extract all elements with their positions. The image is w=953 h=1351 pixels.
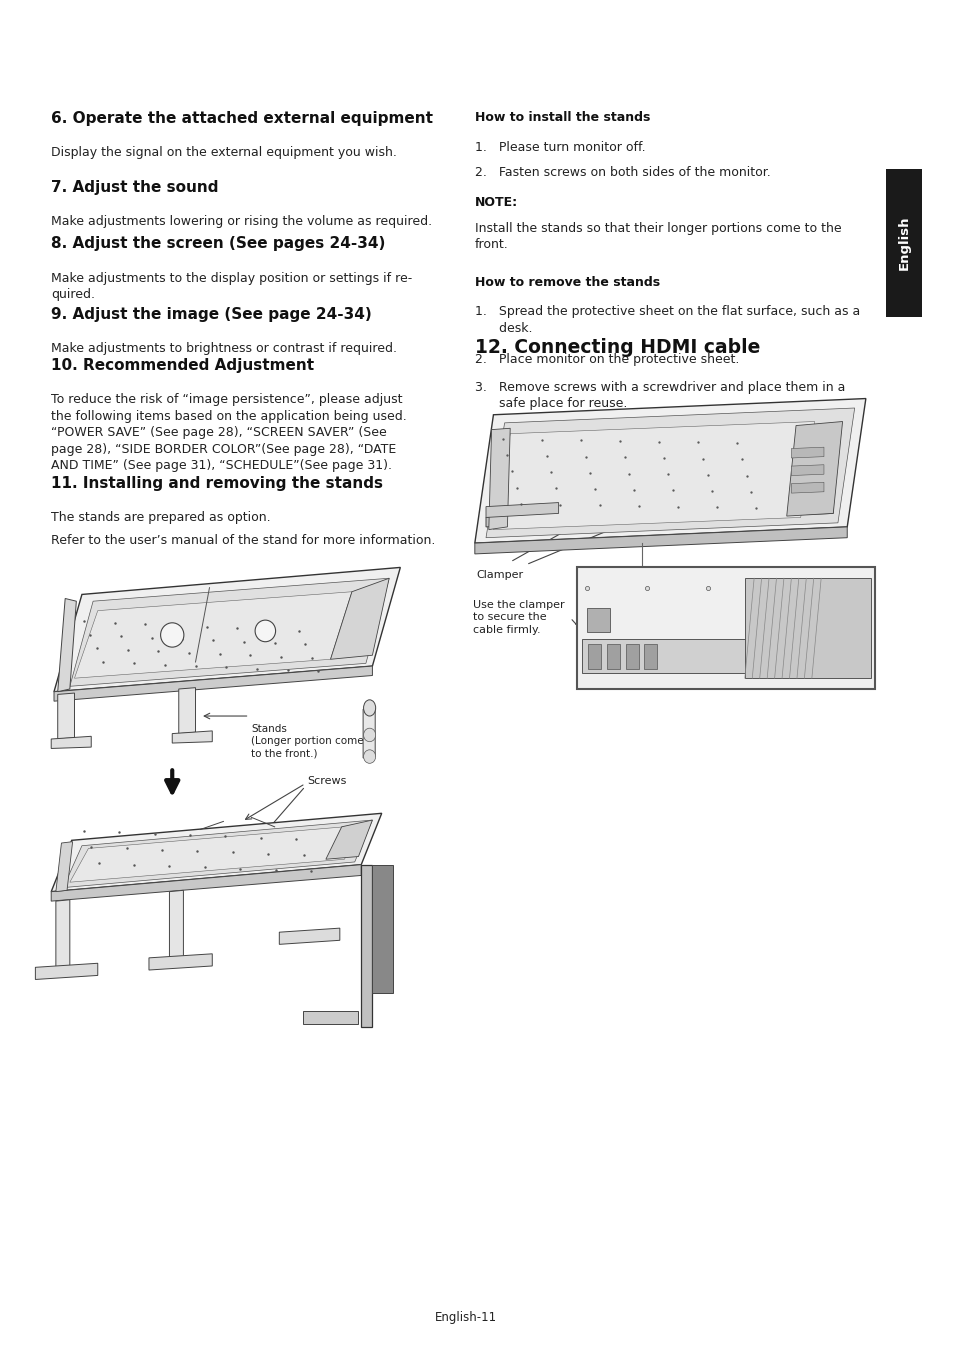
- Polygon shape: [363, 708, 375, 758]
- Polygon shape: [63, 820, 372, 888]
- Polygon shape: [493, 422, 814, 530]
- Text: 12. Connecting HDMI cable: 12. Connecting HDMI cable: [475, 338, 760, 357]
- Polygon shape: [791, 447, 823, 458]
- Text: 1.   Spread the protective sheet on the flat surface, such as a
      desk.: 1. Spread the protective sheet on the fl…: [475, 305, 860, 335]
- Polygon shape: [35, 963, 97, 979]
- Text: Make adjustments lowering or rising the volume as required.: Make adjustments lowering or rising the …: [51, 215, 432, 228]
- Text: How to install the stands: How to install the stands: [475, 111, 650, 124]
- Text: Install the stands so that their longer portions come to the
front.: Install the stands so that their longer …: [475, 222, 841, 251]
- Text: Screws: Screws: [307, 775, 346, 786]
- Bar: [581, 639, 869, 673]
- Text: 8. Adjust the screen (See pages 24-34): 8. Adjust the screen (See pages 24-34): [51, 236, 385, 251]
- Polygon shape: [70, 825, 360, 882]
- Text: Make adjustments to brightness or contrast if required.: Make adjustments to brightness or contra…: [51, 342, 396, 355]
- Polygon shape: [791, 482, 823, 493]
- Polygon shape: [326, 820, 372, 859]
- Text: NOTE:: NOTE:: [475, 196, 517, 209]
- Text: Use the clamper
to secure the
cable firmly.: Use the clamper to secure the cable firm…: [473, 600, 564, 635]
- Polygon shape: [70, 578, 389, 686]
- Text: 9. Adjust the image (See page 24-34): 9. Adjust the image (See page 24-34): [51, 307, 372, 322]
- Polygon shape: [330, 578, 389, 659]
- Polygon shape: [149, 954, 213, 970]
- Text: Clamper: Clamper: [476, 570, 523, 580]
- Text: To reduce the risk of “image persistence”, please adjust
the following items bas: To reduce the risk of “image persistence…: [51, 393, 407, 471]
- Polygon shape: [58, 598, 76, 692]
- Polygon shape: [56, 842, 72, 892]
- Bar: [586, 608, 609, 632]
- Bar: [577, 567, 874, 689]
- Polygon shape: [51, 865, 361, 901]
- Bar: [606, 644, 619, 669]
- Polygon shape: [475, 399, 865, 543]
- Text: 11. Installing and removing the stands: 11. Installing and removing the stands: [51, 476, 383, 490]
- Text: Make adjustments to the display position or settings if re-
quired.: Make adjustments to the display position…: [51, 272, 412, 301]
- Polygon shape: [51, 736, 91, 748]
- Polygon shape: [56, 900, 70, 967]
- Bar: [643, 644, 657, 669]
- Polygon shape: [74, 592, 352, 678]
- Polygon shape: [172, 731, 213, 743]
- Bar: [625, 644, 638, 669]
- Bar: [302, 1011, 358, 1024]
- Bar: [885, 169, 921, 317]
- Polygon shape: [485, 503, 558, 517]
- Polygon shape: [51, 813, 381, 892]
- Ellipse shape: [254, 620, 275, 642]
- Text: Stands
(Longer portion comes
to the front.): Stands (Longer portion comes to the fron…: [251, 724, 369, 758]
- Text: Display the signal on the external equipment you wish.: Display the signal on the external equip…: [51, 146, 396, 159]
- Polygon shape: [744, 578, 869, 678]
- Text: 10. Recommended Adjustment: 10. Recommended Adjustment: [51, 358, 314, 373]
- Text: The stands are prepared as option.: The stands are prepared as option.: [51, 511, 271, 524]
- Text: 2.   Place monitor on the protective sheet.: 2. Place monitor on the protective sheet…: [475, 353, 739, 366]
- Text: English: English: [897, 216, 909, 270]
- Polygon shape: [361, 865, 372, 1027]
- Ellipse shape: [160, 623, 184, 647]
- Polygon shape: [791, 465, 823, 476]
- Polygon shape: [58, 693, 74, 739]
- Ellipse shape: [363, 700, 375, 716]
- Text: 3.   Remove screws with a screwdriver and place them in a
      safe place for r: 3. Remove screws with a screwdriver and …: [475, 381, 844, 411]
- Text: 6. Operate the attached external equipment: 6. Operate the attached external equipme…: [51, 111, 433, 126]
- Polygon shape: [178, 688, 195, 734]
- Bar: [372, 865, 393, 993]
- Polygon shape: [485, 503, 832, 527]
- Polygon shape: [485, 408, 854, 538]
- Text: Refer to the user’s manual of the stand for more information.: Refer to the user’s manual of the stand …: [51, 534, 436, 547]
- Polygon shape: [170, 890, 183, 958]
- Polygon shape: [54, 567, 400, 692]
- Polygon shape: [54, 666, 372, 701]
- Polygon shape: [475, 527, 846, 554]
- Polygon shape: [279, 928, 339, 944]
- Text: 7. Adjust the sound: 7. Adjust the sound: [51, 180, 218, 195]
- Polygon shape: [786, 422, 841, 516]
- Text: 1.   Please turn monitor off.: 1. Please turn monitor off.: [475, 141, 645, 154]
- Text: How to remove the stands: How to remove the stands: [475, 276, 659, 289]
- Text: 2.   Fasten screws on both sides of the monitor.: 2. Fasten screws on both sides of the mo…: [475, 166, 770, 180]
- Text: English-11: English-11: [434, 1310, 497, 1324]
- Bar: [588, 644, 600, 669]
- Ellipse shape: [363, 728, 375, 742]
- Ellipse shape: [363, 750, 375, 763]
- Polygon shape: [488, 428, 510, 530]
